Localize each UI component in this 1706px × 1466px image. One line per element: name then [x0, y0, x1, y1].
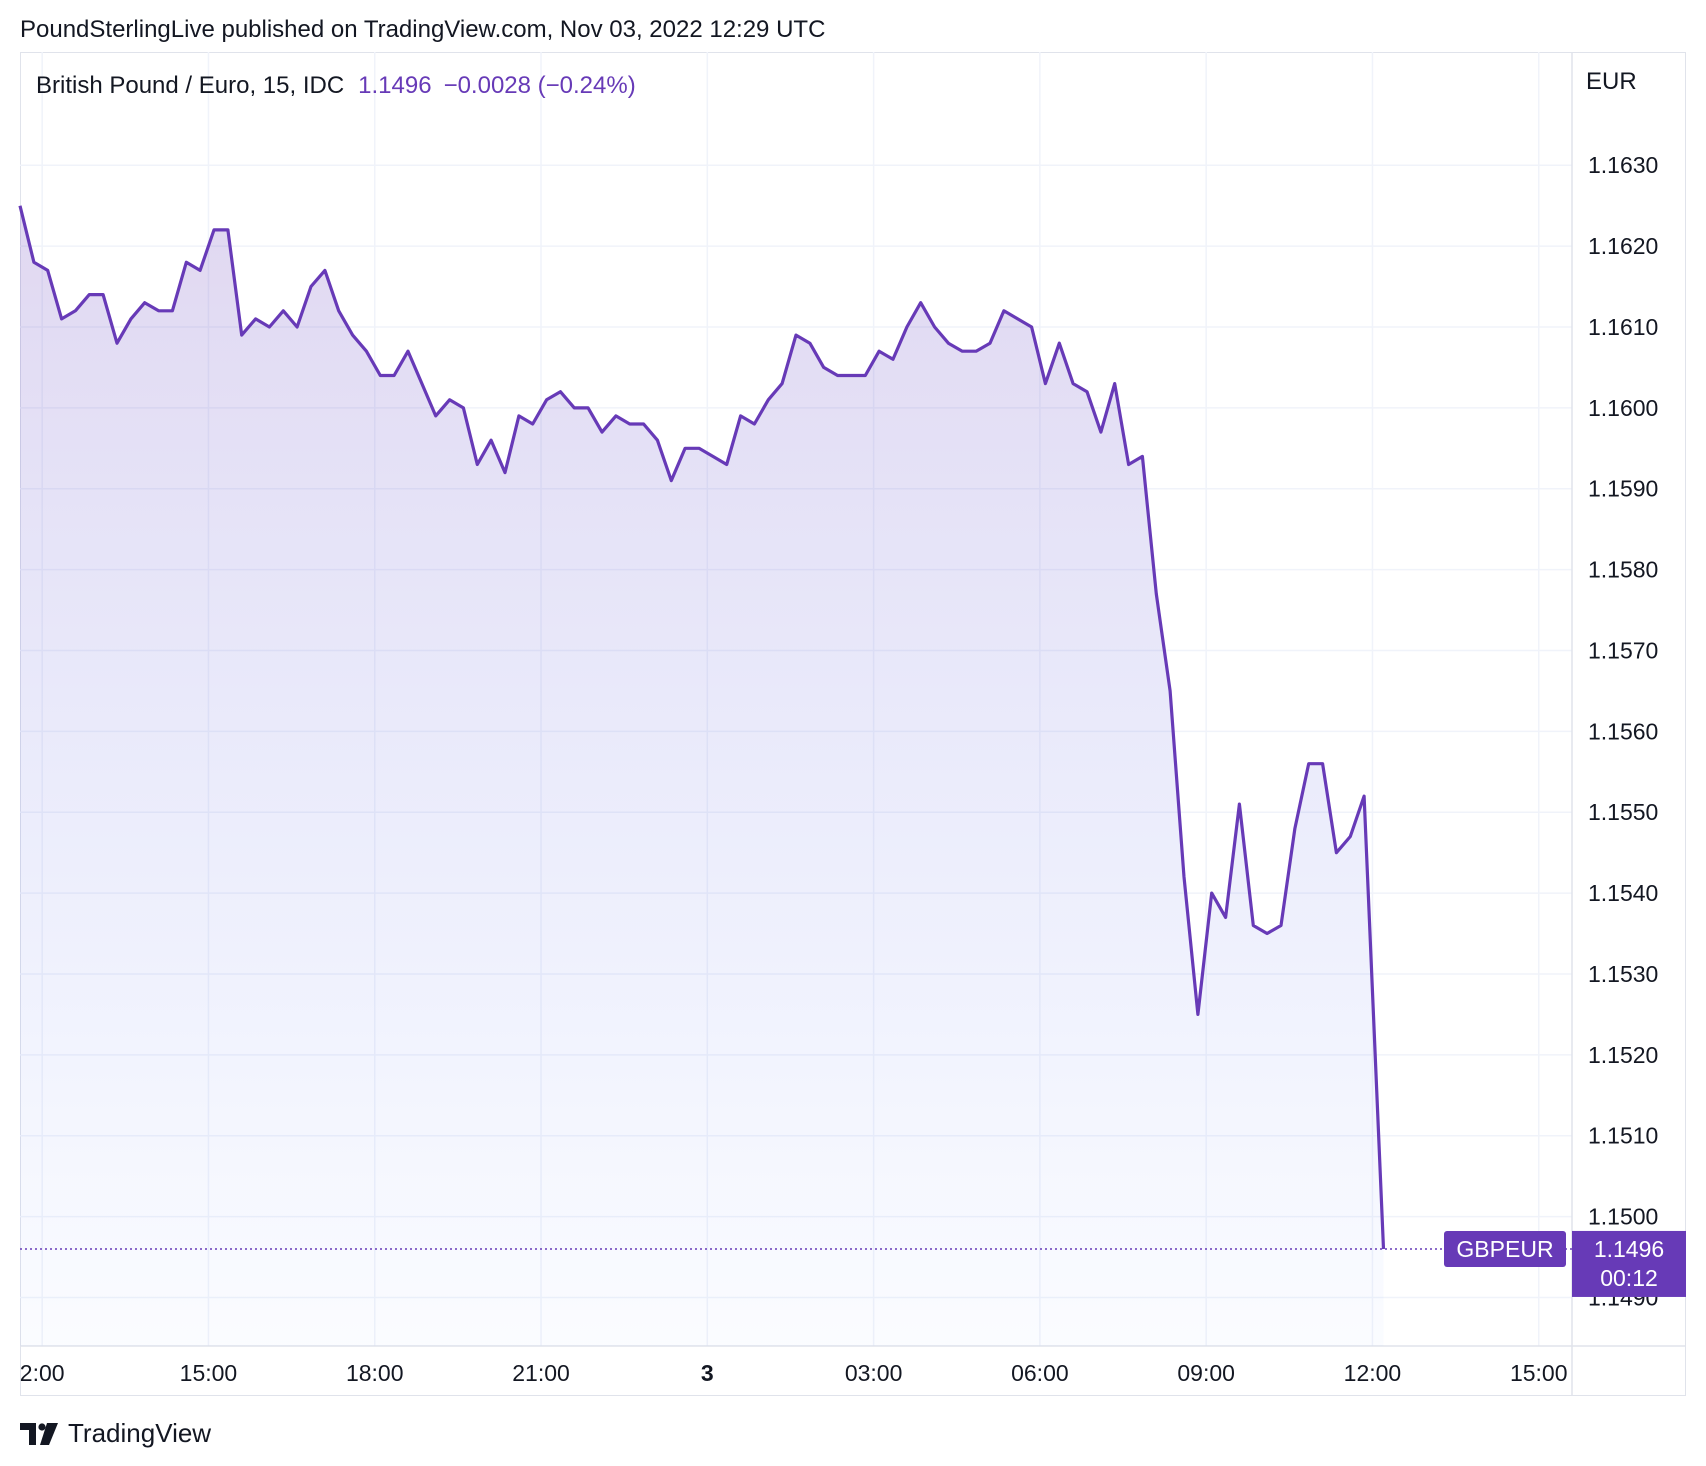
time-tick-label: 06:00	[1011, 1360, 1069, 1386]
legend-last-price: 1.1496	[358, 72, 432, 99]
price-tick-label: 1.1580	[1588, 557, 1658, 583]
price-tick-label: 1.1560	[1588, 718, 1658, 744]
currency-label: EUR	[1586, 68, 1637, 95]
price-tag-bg	[1572, 1230, 1686, 1297]
price-tick-label: 1.1610	[1588, 314, 1658, 340]
time-tick-label: 03:00	[845, 1360, 903, 1386]
legend-price-change: −0.0028 (−0.24%)	[443, 72, 636, 99]
price-tick-label: 1.1600	[1588, 395, 1658, 421]
price-tick-label: 1.1510	[1588, 1123, 1658, 1149]
tradingview-logo-icon	[20, 1422, 58, 1445]
price-tick-label: 1.1530	[1588, 961, 1658, 987]
price-tick-label: 1.1540	[1588, 880, 1658, 906]
time-tick-label: 21:00	[512, 1360, 570, 1386]
time-tick-label: 2:00	[20, 1360, 65, 1386]
published-caption: PoundSterlingLive published on TradingVi…	[20, 16, 826, 43]
price-tick-label: 1.1590	[1588, 476, 1658, 502]
symbol-description: British Pound / Euro, 15, IDC	[36, 72, 345, 99]
symbol-tag-bg	[1444, 1230, 1566, 1267]
symbol-tag: GBPEUR	[1456, 1236, 1553, 1262]
time-tick-label: 18:00	[346, 1360, 404, 1386]
last-price-labels: GBPEUR 1.1496 00:12	[1444, 1230, 1686, 1297]
bar-countdown-tag: 00:12	[1600, 1265, 1658, 1291]
price-area-fill	[20, 205, 1384, 1347]
time-tick-label: 12:00	[1344, 1360, 1402, 1386]
price-tick-label: 1.1570	[1588, 637, 1658, 663]
price-tick-label: 1.1520	[1588, 1042, 1658, 1068]
price-axis: 1.1630 1.1620 1.1610 1.1600 1.1590 1.1580 1.15…	[1588, 152, 1658, 1310]
tradingview-brand[interactable]: TradingView	[20, 1418, 211, 1449]
time-axis: 2:00 15:00 18:00 21:00 3 03:00 06:00 09:00 12:00…	[20, 1360, 1568, 1386]
last-price-tag: 1.1496	[1594, 1236, 1664, 1262]
tradingview-wordmark: TradingView	[68, 1418, 212, 1448]
time-tick-label: 09:00	[1177, 1360, 1235, 1386]
price-line[interactable]	[18, 205, 1386, 1250]
price-tick-label: 1.1550	[1588, 799, 1658, 825]
time-tick-label: 15:00	[180, 1360, 238, 1386]
price-tick-label: 1.1630	[1588, 152, 1658, 178]
time-tick-label: 15:00	[1510, 1360, 1568, 1386]
price-tick-label: 1.1620	[1588, 233, 1658, 259]
price-tick-label: 1.1500	[1588, 1204, 1658, 1230]
time-tick-label: 3	[701, 1360, 714, 1386]
chart-legend: British Pound / Euro, 15, IDC 1.1496 −0.00…	[36, 72, 636, 100]
